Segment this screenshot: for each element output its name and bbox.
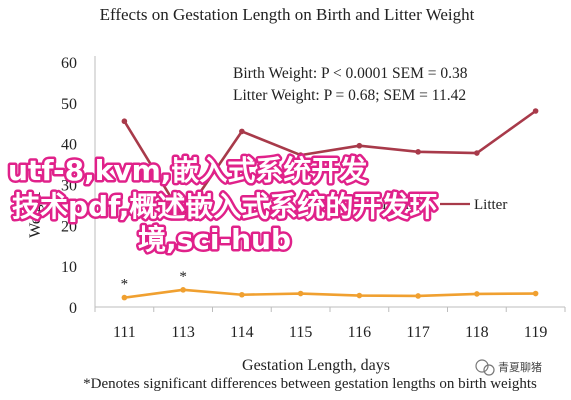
wechat-icon-bubble — [483, 364, 495, 376]
data-point-litter — [532, 108, 539, 114]
footnote: *Denotes significant differences between… — [83, 376, 537, 392]
data-point-litter — [297, 152, 304, 158]
y-tick-label: 20 — [61, 218, 77, 235]
x-tick-label: 119 — [524, 324, 547, 341]
legend-label-litter: Litter — [474, 197, 507, 213]
y-tick-label: 60 — [61, 55, 77, 72]
data-point-litter — [121, 118, 128, 125]
data-point-birth — [121, 294, 128, 301]
x-tick-label: 118 — [465, 324, 488, 341]
y-tick-label: 40 — [61, 137, 77, 154]
watermark: 青夏聊猪 — [475, 359, 542, 376]
litter-stat-text: Litter Weight: P = 0.68; SEM = 11.42 — [233, 87, 466, 104]
y-axis: 0 10 20 30 40 50 60 — [61, 55, 96, 317]
data-point-litter — [180, 214, 186, 220]
series-line-litter — [123, 109, 537, 219]
data-point-birth — [297, 290, 304, 297]
birth-stat-text: Birth Weight: P < 0.0001 SEM = 0.38 — [233, 65, 468, 82]
x-axis-label: Gestation Length, days — [242, 357, 390, 374]
overlay-line-2: 技术pdf,概述嵌入式系统的开发环 — [12, 190, 437, 223]
plot-area — [121, 108, 539, 301]
data-point-birth — [356, 292, 363, 299]
data-point-birth — [474, 291, 480, 297]
chart-title: Effects on Gestation Length on Birth and… — [100, 5, 475, 24]
y-axis-label: Weight — [27, 192, 44, 238]
wechat-icon — [475, 359, 489, 373]
y-tick-label: 30 — [61, 178, 77, 195]
x-tick-label: 116 — [348, 324, 371, 341]
data-point-birth — [532, 290, 539, 297]
significance-marker: * — [121, 277, 129, 293]
watermark-text: 青夏聊猪 — [498, 360, 542, 374]
data-point-birth — [415, 293, 421, 299]
x-axis: 111 113 114 115 116 117 118 119 — [94, 306, 566, 341]
data-point-birth — [180, 287, 186, 293]
text-overlay: utf-8,kvm,嵌入式系统开发 技术pdf,概述嵌入式系统的开发环 境,sc… — [6, 152, 440, 259]
data-point-litter — [474, 150, 480, 156]
legend-label-birth: Birth — [382, 197, 413, 213]
series-line-birth — [124, 288, 536, 299]
data-point-birth — [239, 291, 245, 298]
y-tick-label: 10 — [61, 259, 77, 276]
x-tick-label: 117 — [406, 324, 429, 341]
data-point-litter — [415, 149, 421, 155]
annotations: * * — [121, 269, 187, 293]
x-tick-label: 115 — [289, 324, 312, 341]
overlay-line-1: utf-8,kvm,嵌入式系统开发 — [8, 154, 367, 187]
y-tick-label: 50 — [61, 96, 77, 113]
data-point-litter — [356, 142, 363, 149]
y-tick-label: 0 — [69, 300, 77, 317]
overlay-line-3: 境,sci-hub — [138, 223, 291, 256]
data-point-litter — [239, 128, 245, 135]
legend: Birth Litter — [348, 197, 507, 213]
x-tick-label: 114 — [230, 324, 253, 341]
significance-marker: * — [179, 269, 187, 285]
x-tick-label: 113 — [171, 324, 194, 341]
x-tick-label: 111 — [113, 324, 136, 341]
